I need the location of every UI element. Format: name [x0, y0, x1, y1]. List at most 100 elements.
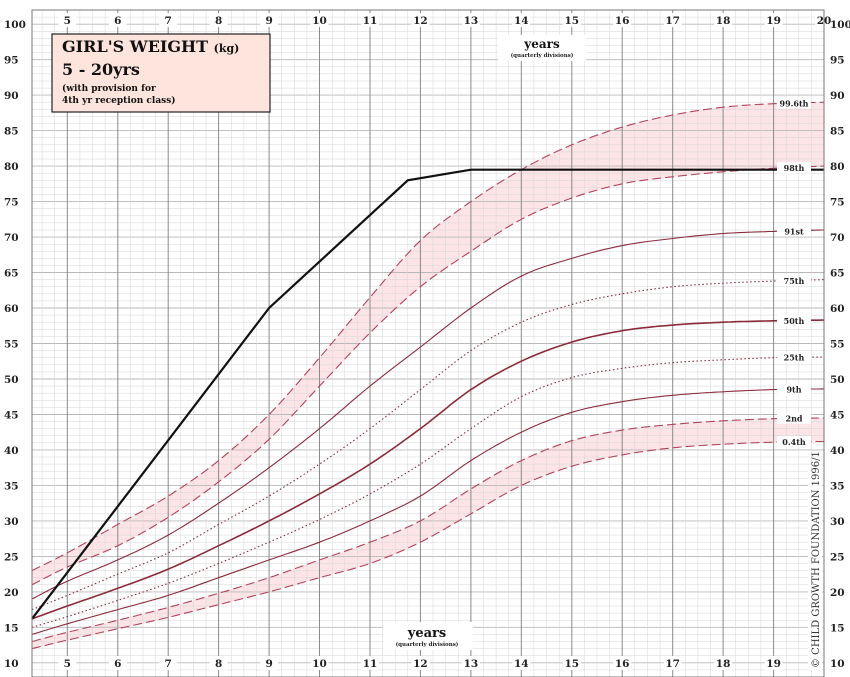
percentile-label-bg: [777, 351, 811, 363]
x-tick-bottom: 18: [716, 658, 731, 670]
plot-frame: [31, 9, 825, 677]
y-tick-left: 20: [4, 587, 19, 599]
copyright-group: © CHILD GROWTH FOUNDATION 1996/1: [808, 451, 822, 670]
y-tick-left: 75: [4, 197, 19, 209]
x-tick-top: 13: [464, 15, 479, 27]
x-tick-top-bg: [613, 13, 632, 27]
x-tick-bottom: 16: [615, 658, 630, 670]
x-tick-top: 12: [413, 15, 428, 27]
y-tick-right: 15: [830, 622, 845, 634]
grid: [32, 9, 825, 677]
percentile-label-bg: [777, 162, 811, 174]
percentile-label-75th: 75th: [784, 276, 805, 286]
x-axis-label-bottom-text: years: [407, 626, 446, 641]
x-tick-bottom-bg: [512, 656, 531, 670]
y-tick-left: 15: [4, 622, 19, 634]
x-tick-bottom: 6: [114, 658, 121, 670]
y-tick-left: 50: [4, 374, 19, 386]
y-tick-right: 40: [830, 445, 845, 457]
percentile-labels: 99.6th 98th 91st 75th 50th 25th 9th 2nd 0.4th: [777, 97, 811, 448]
y-tick-left: 10: [4, 658, 19, 670]
x-tick-top-bg: [310, 13, 329, 27]
y-tick-left: 45: [4, 410, 19, 422]
percentile-label-bg: [777, 412, 811, 424]
percentile-label-bg: [777, 436, 811, 448]
y-tick-right: 70: [830, 232, 845, 244]
x-tick-bottom: 10: [312, 658, 327, 670]
x-axis-label-top: years (quarterly divisions): [498, 35, 586, 61]
y-tick-right: 35: [830, 480, 845, 492]
x-tick-top-bg: [562, 13, 581, 27]
x-tick-top: 10: [312, 15, 327, 27]
x-tick-bottom: 8: [215, 658, 222, 670]
x-tick-top-bg: [714, 13, 733, 27]
curve-9th: [31, 388, 824, 635]
chart-note-line2: 4th yr reception class): [62, 95, 176, 106]
x-tick-bottom-bg: [714, 656, 733, 670]
y-tick-left: 80: [4, 161, 19, 173]
x-tick-top: 14: [514, 15, 529, 27]
x-tick-bottom: 19: [766, 658, 781, 670]
y-tick-left: 60: [4, 303, 19, 315]
x-ticks-top: 5 6 7 8 9 10 11 12 13 14 15 16 17 18 19 20: [58, 13, 833, 27]
x-tick-top: 7: [165, 15, 172, 27]
svg-text:GIRL'S WEIGHT (kg): GIRL'S WEIGHT (kg): [62, 37, 239, 56]
x-tick-bottom: 9: [265, 658, 272, 670]
x-tick-top-bg: [512, 13, 531, 27]
x-tick-top: 16: [615, 15, 630, 27]
x-tick-top: 8: [215, 15, 222, 27]
x-tick-bottom: 5: [64, 658, 71, 670]
percentile-label-2nd: 2nd: [786, 414, 803, 424]
y-tick-left: 35: [4, 480, 19, 492]
x-tick-bottom-bg: [613, 656, 632, 670]
y-tick-right: 65: [830, 268, 845, 280]
percentile-label-25th: 25th: [784, 353, 805, 363]
percentile-label-9th: 9th: [786, 385, 801, 395]
x-tick-top-bg: [663, 13, 682, 27]
x-tick-top: 5: [64, 15, 71, 27]
x-tick-bottom: 13: [464, 658, 479, 670]
percentile-label-99.6th: 99.6th: [780, 99, 809, 109]
x-ticks-bottom: 5 6 7 8 9 10 11 12 13 14 15 16 17 18 19: [58, 656, 783, 670]
x-axis-label-bottom-bg: [383, 622, 473, 650]
y-tick-right: 60: [830, 303, 845, 315]
x-tick-bottom-bg: [562, 656, 581, 670]
y-tick-right: 95: [830, 55, 845, 67]
x-tick-bottom-bg: [310, 656, 329, 670]
y-tick-left: 90: [4, 90, 19, 102]
percentile-label-0.4th: 0.4th: [782, 437, 806, 447]
curve-91st: [31, 229, 824, 600]
x-axis-label-top-sub: (quarterly divisions): [511, 52, 574, 59]
y-tick-right: 50: [830, 374, 845, 386]
x-tick-bottom-bg: [361, 656, 379, 670]
percentile-label-bg: [777, 383, 811, 395]
y-tick-right: 45: [830, 410, 845, 422]
percentile-label-bg: [777, 97, 811, 109]
curve-2nd: [31, 417, 824, 643]
title-box: GIRL'S WEIGHT (kg) 5 - 20yrs (with provi…: [51, 33, 271, 113]
x-tick-bottom-bg: [260, 656, 279, 670]
y-tick-right: 100: [830, 19, 850, 31]
percentile-label-50th: 50th: [784, 316, 805, 326]
y-tick-right: 25: [830, 551, 845, 563]
y-tick-left: 25: [4, 551, 19, 563]
x-tick-top-bg: [260, 13, 279, 27]
y-tick-left: 65: [4, 268, 19, 280]
x-tick-bottom-bg: [209, 656, 228, 670]
x-axis-label-bottom-sub: (quarterly divisions): [396, 641, 459, 648]
x-tick-bottom: 11: [363, 658, 378, 670]
y-tick-left: 40: [4, 445, 19, 457]
x-tick-top-bg: [411, 13, 430, 27]
percentile-label-bg: [777, 225, 811, 237]
y-tick-right: 80: [830, 161, 845, 173]
percentile-label-bg: [777, 314, 811, 326]
x-tick-bottom-bg: [108, 656, 127, 670]
band-2nd-0.4th: [32, 418, 824, 649]
y-tick-right: 10: [830, 658, 845, 670]
y-tick-left: 55: [4, 339, 19, 351]
x-tick-bottom: 7: [165, 658, 172, 670]
y-tick-right: 55: [830, 339, 845, 351]
chart-title: GIRL'S WEIGHT: [62, 37, 208, 56]
percentile-label-98th: 98th: [784, 163, 805, 173]
